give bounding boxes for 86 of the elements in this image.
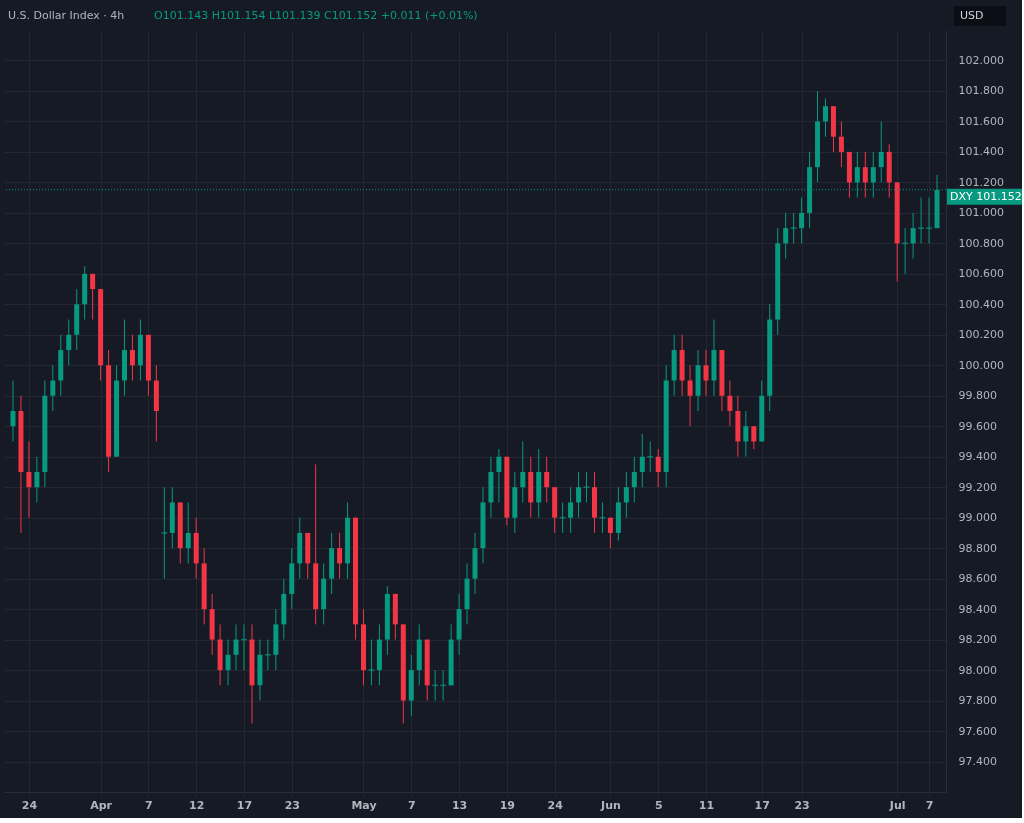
y-tick-label: 100.600 [958, 267, 1004, 281]
candlestick [264, 639, 271, 671]
candlestick [623, 471, 629, 519]
candlestick [783, 212, 789, 260]
y-tick-label: 100.800 [958, 236, 1004, 250]
x-tick-label: 24 [21, 798, 38, 812]
x-tick-label: 19 [499, 798, 516, 812]
y-tick-label: 101.200 [958, 175, 1004, 189]
candlestick [161, 486, 168, 580]
candlestick [743, 410, 749, 458]
y-tick-label: 99.200 [958, 480, 997, 494]
y-tick-label: 101.600 [958, 114, 1004, 128]
y-tick-label: 97.600 [958, 724, 997, 738]
candlestick [727, 380, 733, 427]
y-tick-label: 98.400 [958, 602, 997, 616]
x-tick-label: 11 [698, 798, 715, 812]
y-tick-label: 100.400 [958, 297, 1004, 311]
candlestick [233, 623, 239, 671]
y-tick-label: 99.400 [958, 450, 997, 464]
x-tick-label: 7 [407, 798, 416, 812]
candlestick [26, 440, 32, 519]
candlestick [568, 486, 574, 534]
candlestick [655, 448, 661, 488]
candlestick [185, 501, 191, 564]
x-tick-label: 17 [754, 798, 770, 812]
text: O101.143 H101.154 L101.139 C101.152 +0.011 (+0.01%) [154, 9, 478, 22]
candlestick [799, 197, 805, 244]
x-tick-label: Apr [90, 798, 113, 812]
candlestick [639, 433, 645, 488]
candlestick [703, 349, 709, 397]
candlestick [862, 151, 868, 199]
candlestick [66, 319, 72, 366]
y-tick-label: 98.600 [958, 572, 997, 586]
x-tick-label: 13 [451, 798, 468, 812]
x-tick-label: 17 [236, 798, 253, 812]
candlestick [751, 425, 757, 450]
y-axis-title: USD [960, 9, 984, 22]
candlestick [607, 517, 613, 549]
y-tick-label: 97.800 [958, 694, 997, 708]
candlestick [337, 532, 343, 580]
candlestick [129, 334, 135, 382]
candlestick [631, 456, 637, 503]
candlestick [225, 639, 231, 686]
candlestick [520, 440, 526, 503]
candlestick [544, 456, 550, 503]
candlestick [687, 364, 693, 427]
y-tick-label: 98.800 [958, 541, 997, 555]
candlestick [790, 212, 797, 244]
ref-line-label: DXY 101.152 [950, 189, 1022, 203]
y-tick-label: 98.200 [958, 633, 997, 647]
y-tick-label: 101.800 [958, 84, 1004, 98]
candlestick [918, 197, 925, 244]
x-tick-label: 24 [547, 798, 564, 812]
x-tick-label: Jul [888, 798, 906, 812]
y-tick-label: 101.000 [958, 206, 1004, 220]
y-tick-label: 101.400 [958, 145, 1004, 159]
candlestick [838, 120, 844, 168]
candlestick [576, 471, 582, 519]
candlestick [910, 212, 916, 260]
y-tick-label: 99.800 [958, 389, 997, 403]
x-tick-label: May [351, 798, 377, 812]
candlestick [50, 364, 56, 412]
y-tick-label: 102.000 [958, 53, 1004, 67]
candlestick [926, 197, 933, 244]
x-tick-label: 12 [189, 798, 205, 812]
y-tick-label: 99.000 [958, 511, 997, 525]
candlestick [583, 471, 590, 503]
candlestick [878, 120, 884, 183]
x-tick-label: 7 [145, 798, 153, 812]
x-tick-label: 5 [654, 798, 663, 812]
x-tick-label: Jun [600, 798, 621, 812]
candlestick [90, 273, 96, 321]
candlestick [368, 639, 375, 686]
x-tick-label: 23 [794, 798, 810, 812]
candlestick [10, 380, 16, 442]
y-tick-label: 97.400 [958, 755, 997, 769]
candlestick [496, 448, 502, 503]
candlestick [823, 98, 828, 138]
x-tick-label: 23 [284, 798, 300, 812]
y-tick-label: 99.600 [958, 419, 997, 433]
chart-title: U.S. Dollar Index · 4h [8, 9, 125, 22]
y-tick-label: 100.200 [958, 328, 1004, 342]
x-tick-label: 7 [925, 798, 934, 812]
y-tick-label: 98.000 [958, 663, 997, 677]
y-tick-label: 100.000 [958, 358, 1004, 372]
candlestick [34, 456, 40, 503]
